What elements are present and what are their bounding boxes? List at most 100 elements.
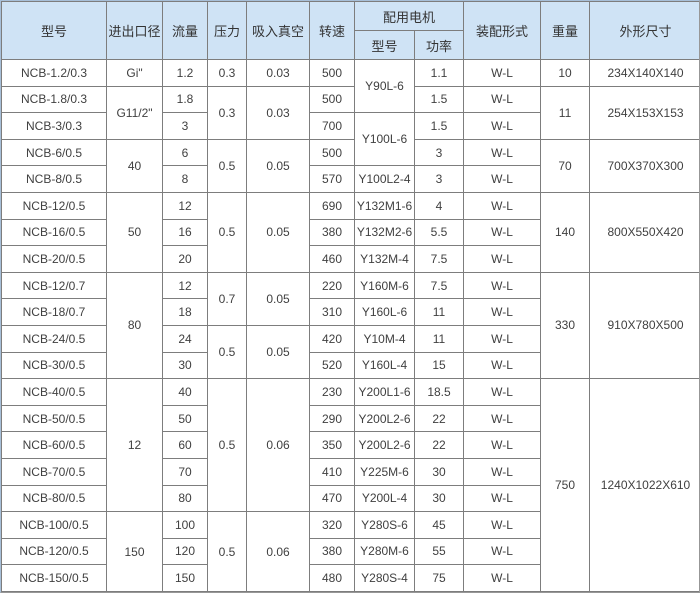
cell-assembly: W-L bbox=[463, 324, 542, 353]
col-header-vacuum: 吸入真空 bbox=[246, 1, 310, 60]
cell-speed: 700 bbox=[309, 112, 355, 140]
cell-speed: 290 bbox=[309, 404, 355, 433]
cell-pressure: 0.5 bbox=[207, 138, 247, 193]
cell-flow: 18 bbox=[162, 298, 208, 326]
table-header: 型号 进出口径 流量 压力 吸入真空 转速 配用电机 装配形式 重量 外形尺寸 … bbox=[1, 1, 700, 60]
cell-mmodel: Y160M-6 bbox=[354, 271, 415, 300]
cell-mmodel: Y100L2-4 bbox=[354, 165, 415, 193]
table-row: NCB-1.2/0.3 Gi" 1.2 0.3 0.03 500 Y90L-6 1.1 W-L 1… bbox=[1, 58, 699, 114]
cell-pressure: 0.5 bbox=[207, 511, 247, 592]
cell-speed: 480 bbox=[309, 564, 355, 592]
cell-assembly: W-L bbox=[463, 191, 542, 220]
cell-mmodel: Y200L2-6 bbox=[354, 431, 415, 459]
cell-flow: 6 bbox=[162, 138, 208, 167]
cell-speed: 350 bbox=[309, 431, 355, 459]
cell-assembly: W-L bbox=[463, 298, 542, 326]
cell-mpower: 7.5 bbox=[413, 245, 465, 273]
header-row-2: 型号 功率 bbox=[2, 30, 700, 60]
cell-assembly: W-L bbox=[463, 378, 542, 406]
cell-vacuum: 0.05 bbox=[246, 138, 310, 193]
cell-vacuum: 0.03 bbox=[246, 85, 310, 140]
cell-assembly: W-L bbox=[463, 138, 542, 167]
cell-speed: 320 bbox=[309, 511, 355, 539]
cell-dims: 234X140X140 bbox=[589, 59, 699, 87]
cell-vacuum: 0.05 bbox=[246, 271, 310, 326]
col-header-model: 型号 bbox=[1, 1, 107, 60]
cell-model: NCB-100/0.5 bbox=[1, 511, 107, 539]
col-header-motor-group: 配用电机 bbox=[353, 1, 465, 31]
col-header-motor-model: 型号 bbox=[354, 30, 415, 60]
cell-flow: 24 bbox=[162, 324, 208, 353]
cell-model: NCB-1.2/0.3 bbox=[1, 59, 107, 87]
cell-weight: 10 bbox=[540, 59, 591, 87]
table-row: NCB-60/0.5 60 350 Y200L2-6 22 W-L bbox=[1, 431, 700, 459]
cell-assembly: W-L bbox=[463, 271, 542, 300]
cell-mpower: 45 bbox=[413, 511, 465, 539]
col-header-speed: 转速 bbox=[309, 1, 355, 60]
cell-mmodel: Y100L-6 bbox=[354, 112, 415, 167]
cell-assembly: W-L bbox=[463, 537, 542, 566]
cell-flow: 20 bbox=[162, 245, 208, 273]
cell-mmodel: Y280M-6 bbox=[354, 537, 415, 566]
cell-vacuum: 0.06 bbox=[246, 378, 310, 513]
cell-flow: 1.2 bbox=[162, 59, 208, 87]
col-header-pressure: 压力 bbox=[207, 1, 247, 60]
cell-assembly: W-L bbox=[463, 59, 542, 87]
col-header-motor-power: 功率 bbox=[413, 30, 465, 60]
cell-speed: 500 bbox=[309, 85, 355, 114]
table-row: NCB-150/0.5 150 480 Y280S-4 75 W-L bbox=[1, 564, 700, 592]
cell-flow: 120 bbox=[162, 537, 208, 566]
cell-mpower: 15 bbox=[413, 351, 465, 380]
cell-mpower: 18.5 bbox=[413, 378, 465, 406]
cell-mpower: 4 bbox=[413, 191, 465, 220]
cell-assembly: W-L bbox=[463, 404, 542, 433]
cell-model: NCB-50/0.5 bbox=[1, 404, 107, 433]
cell-mmodel: Y200L1-6 bbox=[354, 378, 415, 406]
cell-assembly: W-L bbox=[463, 431, 542, 459]
cell-speed: 410 bbox=[309, 457, 355, 486]
cell-flow: 16 bbox=[162, 218, 208, 247]
table-row: NCB-16/0.5 16 380 Y132M2-6 5.5 W-L bbox=[1, 218, 700, 247]
cell-flow: 8 bbox=[162, 165, 208, 193]
cell-model: NCB-70/0.5 bbox=[1, 457, 107, 486]
cell-model: NCB-150/0.5 bbox=[1, 564, 107, 592]
table-row: NCB-12/0.7 80 12 0.7 0.05 220 Y160M-6 7.5 W-L 330… bbox=[1, 271, 699, 380]
cell-flow: 40 bbox=[162, 378, 208, 406]
header-row-1: 型号 进出口径 流量 压力 吸入真空 转速 配用电机 装配形式 重量 外形尺寸 bbox=[1, 1, 699, 60]
cell-mmodel: Y90L-6 bbox=[354, 58, 415, 114]
cell-mpower: 7.5 bbox=[413, 271, 465, 300]
cell-mmodel: Y200L-4 bbox=[354, 484, 415, 513]
cell-vacuum: 0.03 bbox=[246, 59, 310, 87]
cell-model: NCB-1.8/0.3 bbox=[1, 85, 107, 114]
col-header-dimensions: 外形尺寸 bbox=[589, 1, 699, 60]
cell-mmodel: Y280S-4 bbox=[354, 564, 415, 592]
cell-mmodel: Y225M-6 bbox=[354, 457, 415, 486]
cell-mmodel: Y200L2-6 bbox=[354, 404, 415, 433]
cell-mpower: 11 bbox=[413, 324, 465, 353]
cell-speed: 470 bbox=[309, 484, 355, 513]
cell-flow: 100 bbox=[162, 511, 208, 539]
spec-table-body: NCB-1.2/0.3 Gi" 1.2 0.3 0.03 500 Y90L-6 1.1 W-L 1… bbox=[1, 58, 700, 592]
cell-mpower: 3 bbox=[413, 138, 465, 167]
cell-mpower: 1.1 bbox=[413, 59, 465, 87]
cell-weight: 750 bbox=[540, 378, 591, 592]
cell-mpower: 11 bbox=[413, 298, 465, 326]
cell-flow: 3 bbox=[162, 112, 208, 140]
cell-speed: 310 bbox=[309, 298, 355, 326]
cell-pressure: 0.5 bbox=[207, 191, 247, 273]
cell-mmodel: Y132M-4 bbox=[354, 245, 415, 273]
cell-pressure: 0.5 bbox=[207, 378, 247, 513]
cell-mpower: 55 bbox=[413, 537, 465, 566]
col-header-flow: 流量 bbox=[162, 1, 208, 60]
cell-model: NCB-3/0.3 bbox=[1, 112, 107, 140]
cell-speed: 380 bbox=[309, 218, 355, 247]
cell-model: NCB-12/0.5 bbox=[1, 191, 107, 220]
cell-pressure: 0.7 bbox=[207, 271, 247, 326]
table-row: NCB-12/0.5 50 12 0.5 0.05 690 Y132M1-6 4 W-L 140 8… bbox=[1, 191, 699, 273]
cell-mpower: 75 bbox=[413, 564, 465, 592]
cell-flow: 80 bbox=[162, 484, 208, 513]
table-row: NCB-1.8/0.3 G11/2" 1.8 0.3 0.03 500 1.5 W-L 11 25… bbox=[1, 85, 699, 140]
cell-speed: 500 bbox=[309, 59, 355, 87]
cell-model: NCB-40/0.5 bbox=[1, 378, 107, 406]
cell-speed: 690 bbox=[309, 191, 355, 220]
